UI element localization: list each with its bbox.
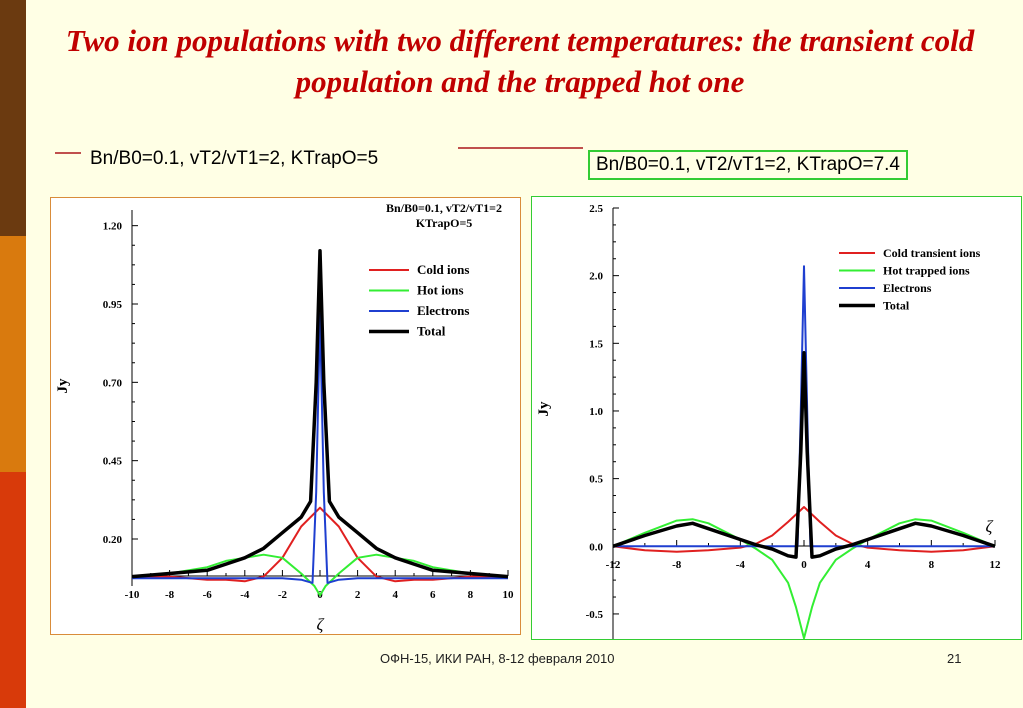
right-ytick-label: 1.0: [589, 406, 603, 418]
right-series-cold-transient-ions: [612, 506, 996, 553]
footer-text: ОФН-15, ИКИ РАН, 8-12 февраля 2010: [380, 651, 615, 666]
sidebar-band-top: [0, 0, 26, 236]
right-xtick-label: -12: [606, 559, 621, 571]
left-chart-title: Bn/B0=0.1, vT2/vT1=2 KTrapO=5: [386, 201, 502, 230]
left-xtick-label: 8: [468, 589, 474, 601]
left-xtick-label: 2: [355, 589, 361, 601]
slide-title: Two ion populations with two different t…: [65, 23, 975, 99]
right-xtick-label: -4: [736, 559, 746, 571]
right-ylabel: Jy: [536, 401, 552, 417]
left-series-electrons: [132, 312, 508, 584]
right-legend-label: Total: [883, 299, 910, 313]
right-ytick-label: 0.5: [589, 474, 603, 486]
right-chart-caption: Bn/B0=0.1, vT2/vT1=2, KTrapO=7.4: [588, 150, 908, 180]
right-ytick-label: 2.5: [589, 203, 603, 215]
left-xtick-label: -10: [125, 589, 140, 601]
left-ylabel: Jy: [55, 378, 71, 394]
left-legend-label: Electrons: [417, 303, 469, 318]
left-ytick-label: 0.45: [103, 456, 123, 468]
right-chart: -0.5 0.0 0.5 1.0 1.5 2.0 2.5 -12 -8 -4 0 4 8 12 Jy ζ Col…: [536, 203, 1002, 639]
left-xtick-label: -2: [278, 589, 288, 601]
left-ytick-label: 1.20: [103, 221, 123, 233]
left-ytick-label: 0.95: [103, 299, 123, 311]
left-chart: 0.200.450.700.951.20-10 -8 -6 -4 -2 0 2 4 6 8 10Jy…: [55, 201, 515, 634]
sidebar-band-middle: [0, 236, 26, 472]
left-series-total: [131, 248, 509, 579]
right-series-hot-trapped-ions: [612, 518, 996, 639]
left-legend-label: Total: [417, 324, 446, 339]
left-xtick-label: -6: [203, 589, 213, 601]
left-ytick-label: 0.70: [103, 377, 123, 389]
right-ytick-label: 1.5: [589, 338, 603, 350]
right-xtick-label: 12: [990, 559, 1002, 571]
right-xtick-label: 4: [865, 559, 871, 571]
caption-rule-left: [55, 152, 81, 154]
left-chart-panel: 0.20 0.45 0.70 0.95 1.20 -10 -8 -6 -4 -2 0 2 4 6 8 10 Jy…: [50, 197, 521, 635]
caption-rule-middle: [458, 147, 583, 149]
right-legend-label: Electrons: [883, 281, 932, 295]
left-xtick-label: 6: [430, 589, 436, 601]
right-xlabel: ζ: [986, 517, 994, 536]
left-xlabel: ζ: [317, 615, 325, 634]
right-ytick-label: 0.0: [589, 541, 603, 553]
left-series-cold-ions: [132, 506, 508, 583]
left-series-hot-ions: [131, 553, 509, 597]
sidebar-band-bottom: [0, 472, 26, 708]
right-xtick-label: 8: [929, 559, 935, 571]
right-xtick-label: 0: [801, 559, 807, 571]
left-xtick-label: -4: [240, 589, 250, 601]
left-xtick-label: -8: [165, 589, 175, 601]
left-legend-label: Hot ions: [417, 283, 464, 298]
right-chart-panel: -0.5 0.0 0.5 1.0 1.5 2.0 2.5 -12 -8 -4 0 4 8 12 Jy ζ Col…: [531, 196, 1022, 640]
right-series-electrons: [613, 265, 995, 548]
left-xtick-label: 10: [503, 589, 515, 601]
left-xtick-label: 4: [392, 589, 398, 601]
right-legend-label: Hot trapped ions: [883, 264, 970, 278]
right-xtick-label: -8: [672, 559, 682, 571]
right-series-total: [612, 351, 996, 559]
left-legend-label: Cold ions: [417, 262, 469, 277]
left-ytick-label: 0.20: [103, 534, 123, 546]
right-ytick-label: -0.5: [586, 609, 604, 621]
left-chart-caption: Bn/B0=0.1, vT2/vT1=2, KTrapO=5: [90, 148, 379, 169]
right-legend-label: Cold transient ions: [883, 246, 981, 260]
right-ytick-label: 2.0: [589, 271, 603, 283]
page-number: 21: [947, 651, 962, 666]
